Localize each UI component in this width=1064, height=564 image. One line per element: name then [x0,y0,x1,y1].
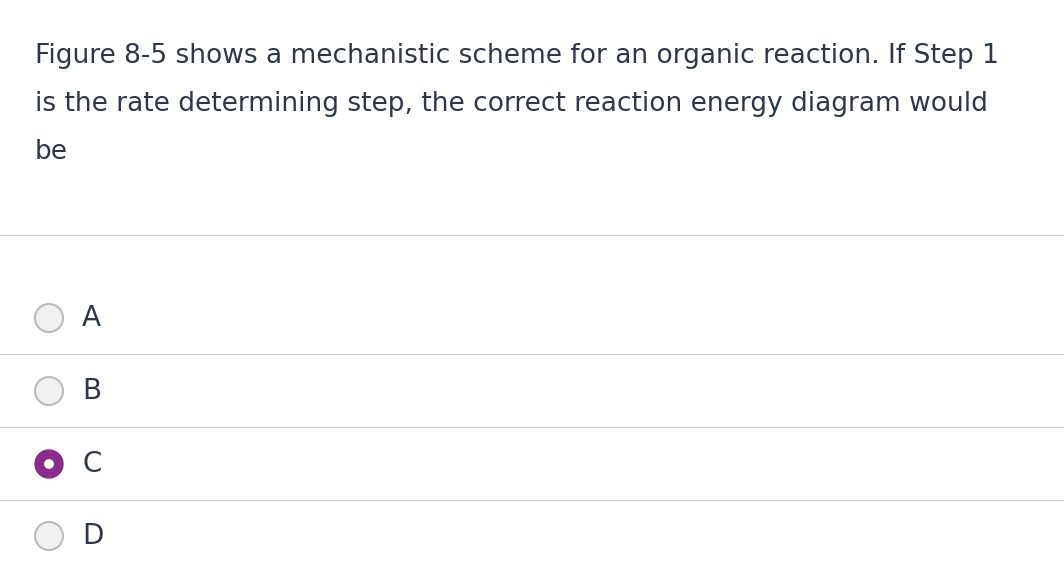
Text: D: D [82,522,103,550]
Circle shape [35,450,63,478]
Text: be: be [35,139,68,165]
Text: is the rate determining step, the correct reaction energy diagram would: is the rate determining step, the correc… [35,91,987,117]
Circle shape [35,522,63,550]
Circle shape [35,304,63,332]
Circle shape [35,377,63,405]
Text: C: C [82,450,101,478]
Text: Figure 8-5 shows a mechanistic scheme for an organic reaction. If Step 1: Figure 8-5 shows a mechanistic scheme fo… [35,43,999,69]
Text: A: A [82,304,101,332]
Circle shape [45,460,53,468]
Text: B: B [82,377,101,405]
